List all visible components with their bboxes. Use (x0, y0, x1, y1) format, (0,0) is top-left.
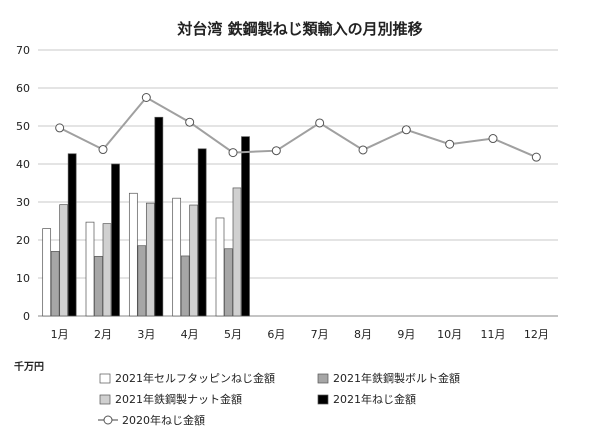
bar (215, 217, 225, 317)
x-tick-label: 5月 (224, 328, 242, 341)
line-series (55, 93, 541, 162)
x-tick-label: 8月 (354, 328, 372, 341)
y-tick-label: 0 (23, 310, 30, 323)
legend-swatch (317, 373, 329, 384)
y-tick-label: 40 (16, 158, 30, 171)
bar (85, 221, 95, 317)
bar (42, 228, 52, 317)
unit-label: 千万円 (14, 360, 44, 373)
y-tick-label: 10 (16, 272, 30, 285)
legend-swatch (99, 394, 111, 405)
y-tick-label: 20 (16, 234, 30, 247)
y-tick-label: 70 (16, 44, 30, 57)
line-point (141, 93, 151, 102)
legend-swatch (99, 373, 111, 384)
legend: 2021年セルフタッピンねじ金額 2021年鉄鋼製ボルト金額 2021年鉄鋼製ナット… (98, 371, 460, 427)
bar (128, 192, 138, 317)
y-tick-label: 50 (16, 120, 30, 133)
line-point (271, 146, 281, 156)
line-point (315, 118, 325, 128)
line-point (98, 145, 108, 155)
line-point (488, 134, 498, 144)
x-tick-label: 12月 (524, 328, 549, 341)
line-point (358, 145, 368, 155)
y-tick-label: 30 (16, 196, 30, 209)
legend-label: 2021年鉄鋼製ナット金額 (115, 392, 242, 406)
x-tick-label: 2月 (94, 328, 112, 341)
y-axis-ticks: 0 10 20 30 40 50 60 70 (16, 44, 30, 323)
line-point (401, 125, 411, 135)
bar (137, 245, 147, 317)
bar (241, 136, 250, 317)
x-tick-label: 9月 (397, 328, 415, 341)
series-line (59, 96, 537, 159)
bar (111, 163, 120, 317)
y-tick-label: 60 (16, 82, 30, 95)
bar (59, 204, 69, 317)
bar (94, 255, 103, 317)
legend-label: 2021年セルフタッピンねじ金額 (115, 371, 275, 385)
bar (224, 248, 233, 317)
legend-label: 2021年鉄鋼製ボルト金額 (333, 371, 460, 385)
bar (67, 153, 77, 317)
x-tick-label: 6月 (267, 328, 285, 341)
x-tick-label: 4月 (181, 328, 199, 341)
legend-label: 2021年ねじ金額 (333, 392, 416, 406)
bar (180, 255, 190, 317)
legend-label: 2020年ねじ金額 (122, 413, 205, 427)
chart-title: 対台湾 鉄鋼製ねじ類輸入の月別推移 (176, 20, 422, 38)
bar (50, 251, 60, 317)
bar (145, 202, 155, 317)
x-tick-label: 11月 (481, 328, 506, 341)
bar (102, 223, 112, 317)
legend-marker (103, 415, 113, 425)
bar (232, 187, 242, 317)
line-point (55, 123, 65, 133)
bar (189, 204, 199, 317)
bar (172, 197, 182, 317)
x-axis-ticks: 1月 2月 3月 4月 5月 6月 7月 8月 9月 10月 11月 12月 (51, 328, 549, 341)
line-point (185, 117, 195, 127)
bar (154, 116, 164, 317)
bar (197, 148, 207, 317)
line-point (228, 148, 238, 158)
bar-series (42, 116, 250, 317)
x-tick-label: 3月 (137, 328, 155, 341)
x-tick-label: 1月 (51, 328, 69, 341)
x-tick-label: 10月 (437, 328, 462, 341)
x-tick-label: 7月 (311, 328, 329, 341)
gridlines (38, 49, 558, 317)
line-point (531, 152, 541, 162)
legend-swatch (317, 394, 329, 405)
line-point (445, 139, 455, 149)
